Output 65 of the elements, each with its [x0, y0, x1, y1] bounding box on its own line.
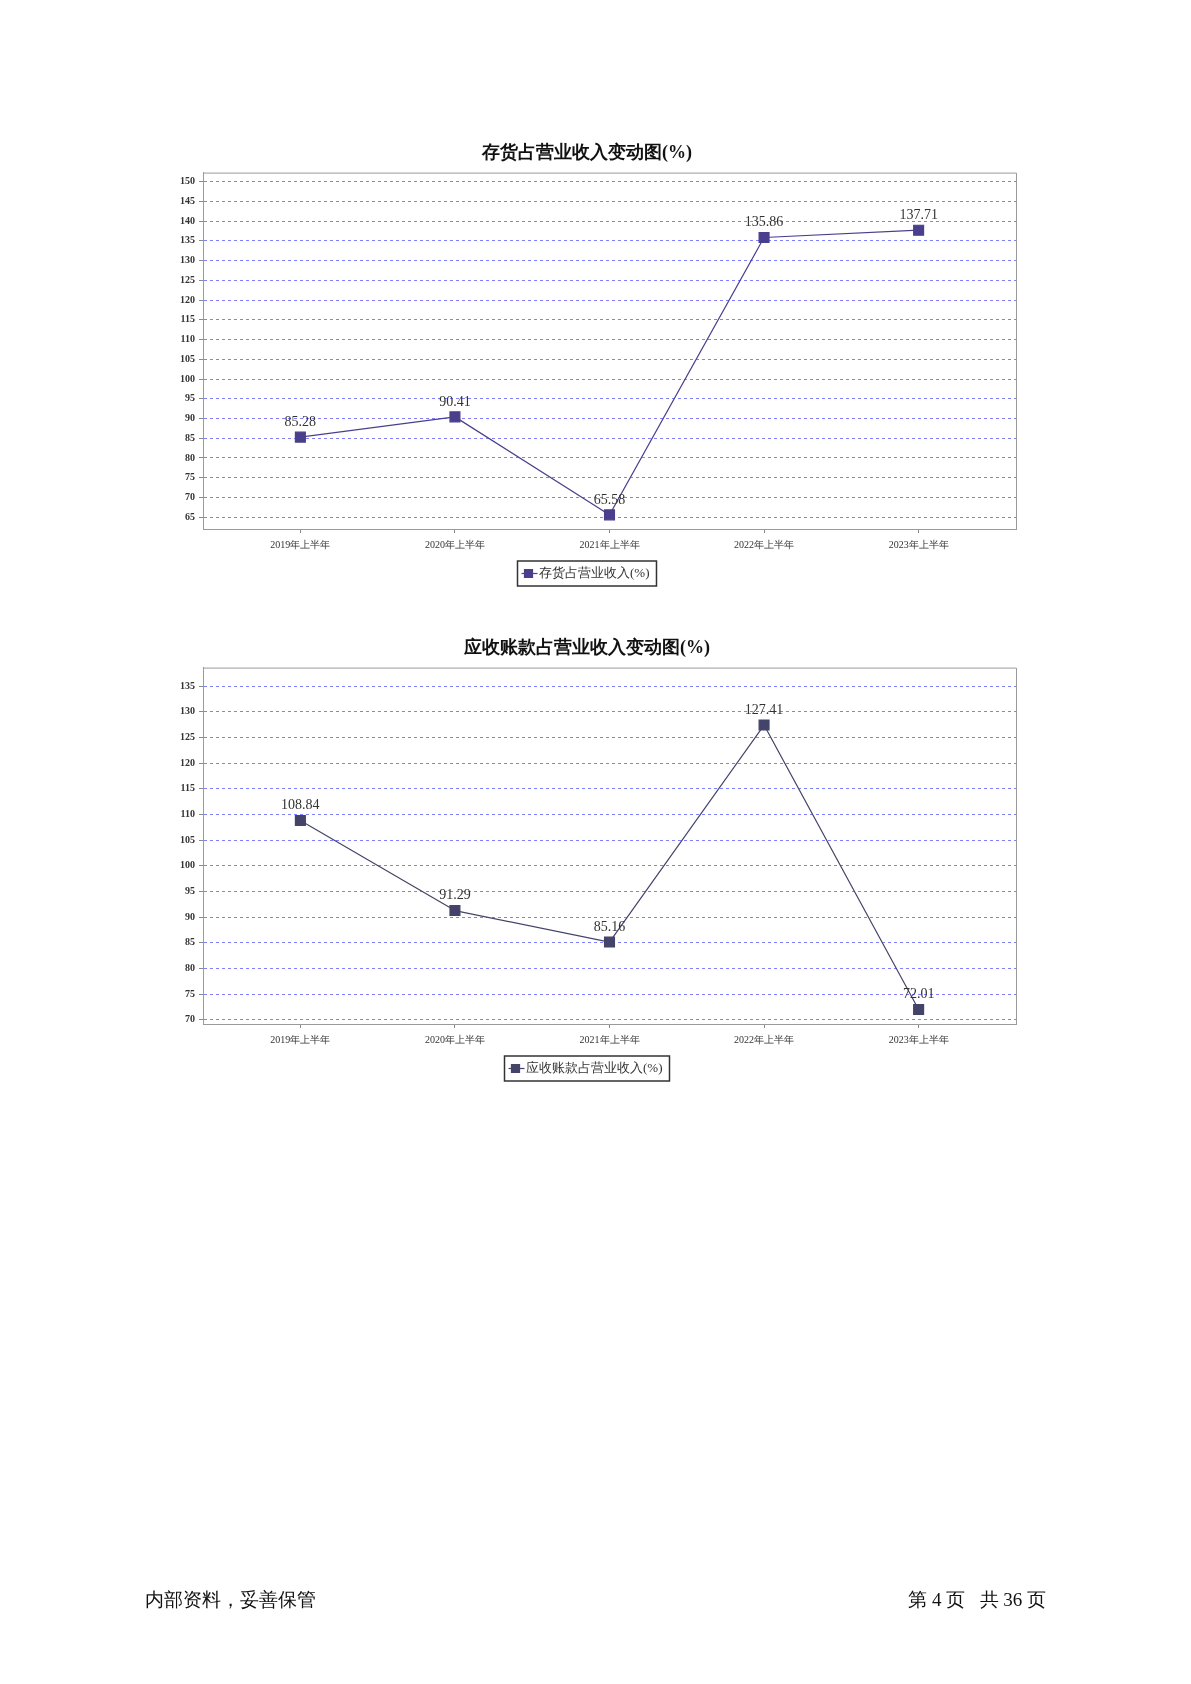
- data-label: 108.84: [281, 797, 320, 813]
- y-tick-label: 75: [185, 987, 195, 999]
- y-tick-label: 115: [180, 313, 195, 325]
- y-tick-label: 70: [185, 491, 195, 502]
- point: [449, 905, 461, 917]
- y-tick-label: 135: [180, 679, 195, 691]
- y-tick-label: 150: [180, 175, 195, 187]
- chart-title: 存货占营业收入变动图(%): [481, 142, 692, 164]
- y-tick-label: 115: [180, 782, 195, 794]
- y-tick-label: 85: [185, 431, 195, 443]
- y-tick-label: 75: [185, 471, 195, 483]
- point: [913, 224, 925, 236]
- data-label: 91.29: [439, 887, 471, 903]
- x-tick-label: 2021年上半年: [579, 1033, 640, 1045]
- y-tick-label: 130: [180, 254, 195, 266]
- x-tick-label: 2023年上半年: [888, 538, 949, 550]
- y-tick-label: 140: [180, 214, 195, 226]
- y-tick-label: 95: [185, 392, 195, 404]
- y-tick-label: 145: [180, 194, 195, 206]
- point: [294, 431, 306, 443]
- x-tick-label: 2022年上半年: [734, 1033, 795, 1045]
- y-tick-label: 120: [180, 756, 195, 768]
- y-tick-label: 90: [185, 910, 195, 922]
- y-tick-label: 95: [185, 885, 195, 897]
- text: 内部资料，妥善保管: [145, 1588, 316, 1612]
- x-tick-label: 2023年上半年: [888, 1033, 949, 1045]
- data-label: 90.41: [439, 393, 471, 409]
- data-label: 135.86: [744, 214, 784, 230]
- legend-label: 应收账款占营业收入(%): [526, 1059, 663, 1075]
- x-tick-label: 2021年上半年: [579, 538, 640, 550]
- y-tick-label: 85: [185, 936, 195, 948]
- point: [758, 231, 770, 244]
- x-tick-label: 2022年上半年: [734, 538, 795, 550]
- y-tick-label: 105: [180, 833, 195, 845]
- y-tick-label: 90: [185, 412, 195, 424]
- y-tick-label: 135: [180, 234, 195, 246]
- y-tick-label: 120: [180, 293, 195, 305]
- y-tick-label: 80: [185, 962, 195, 974]
- x-tick-label: 2019年上半年: [270, 1033, 331, 1045]
- chart-title: 应收账款占营业收入变动图(%): [463, 637, 710, 659]
- y-tick-label: 100: [180, 859, 195, 871]
- y-tick-label: 125: [180, 273, 195, 285]
- y-tick-label: 110: [180, 333, 195, 345]
- point: [758, 719, 770, 731]
- x-tick-label: 2019年上半年: [270, 538, 331, 550]
- point: [294, 814, 306, 826]
- point: [913, 1004, 925, 1016]
- data-label: 127.41: [744, 701, 784, 717]
- point: [603, 936, 616, 948]
- y-tick-label: 105: [180, 352, 195, 364]
- point: [603, 509, 616, 521]
- data-label: 137.71: [899, 206, 938, 222]
- text: 第 4 页 共 36 页: [908, 1588, 1046, 1612]
- y-tick-label: 130: [180, 705, 195, 717]
- y-tick-label: 110: [180, 808, 195, 820]
- y-tick-label: 70: [185, 1013, 195, 1025]
- x-tick-label: 2020年上半年: [424, 538, 485, 550]
- y-tick-label: 125: [180, 731, 195, 743]
- point: [449, 411, 461, 423]
- y-tick-label: 100: [180, 372, 195, 384]
- data-label: 85.28: [284, 413, 317, 429]
- y-tick-label: 80: [185, 451, 195, 463]
- y-tick-label: 65: [185, 510, 195, 522]
- x-tick-label: 2020年上半年: [424, 1033, 485, 1045]
- legend-label: 存货占营业收入(%): [539, 564, 650, 580]
